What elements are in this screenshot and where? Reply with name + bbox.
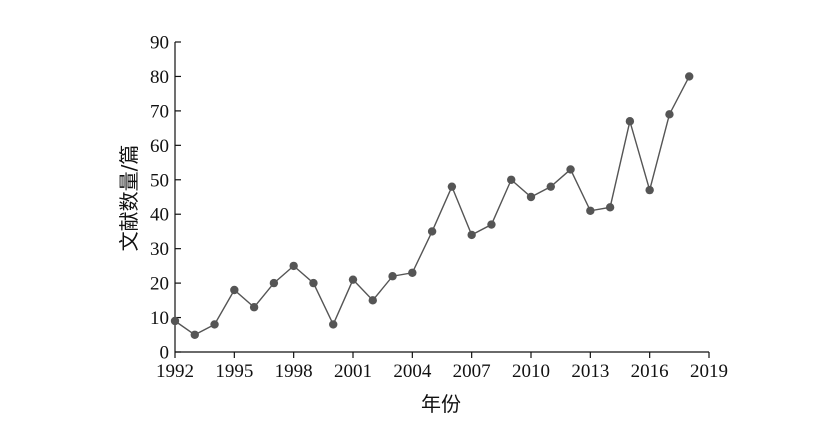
y-tick-label: 0 [160,343,170,364]
x-tick-label: 2016 [631,361,669,382]
data-point [427,227,437,236]
x-axis-label: 年份 [421,392,461,416]
y-tick-label: 30 [150,239,169,260]
axes [174,42,709,353]
y-axis-label: 文献数量/篇 [117,145,141,252]
x-tick-label: 1998 [275,361,313,382]
x-tick-label: 2019 [690,361,728,382]
data-point [665,110,674,119]
data-point [269,278,279,288]
x-tick-label: 1995 [215,361,253,382]
y-tick-label: 60 [150,136,169,157]
data-point [586,206,595,215]
data-point [348,275,358,284]
data-point [170,316,180,326]
data-point [190,330,199,339]
y-tick-label: 20 [150,274,169,295]
data-point [685,72,694,81]
y-tick-label: 50 [150,170,169,191]
y-tick-label: 80 [150,67,169,88]
data-point [507,175,516,184]
data-point [309,278,318,288]
y-tick-label: 40 [150,205,169,226]
x-tick-label: 2013 [571,361,609,382]
data-point [625,117,635,126]
data-point [289,261,298,271]
data-point [408,268,417,277]
x-tick-label: 2007 [453,361,491,382]
x-tick-label: 2010 [512,361,550,382]
data-point [329,320,338,329]
data-point [487,220,496,229]
y-tick-label: 70 [150,101,169,122]
data-point [546,182,555,191]
y-tick-label: 10 [150,308,169,329]
ticks: 0 10 20 30 40 50 60 70 80 90 1992 1995 1998 2001 2004 2… [150,33,728,383]
data-point [249,303,259,312]
data-point [645,185,654,195]
data-point [230,285,239,295]
data-point [388,272,397,281]
x-tick-label: 2004 [393,361,432,382]
data-point [526,192,536,202]
data-point [368,296,377,305]
x-tick-label: 1992 [156,361,194,382]
data-point [210,320,219,329]
x-tick-label: 2001 [334,361,372,382]
data-point [447,182,457,191]
data-point [566,165,575,174]
y-tick-label: 90 [150,33,169,54]
data-point [467,230,476,240]
series [170,72,694,339]
data-point [605,203,615,212]
